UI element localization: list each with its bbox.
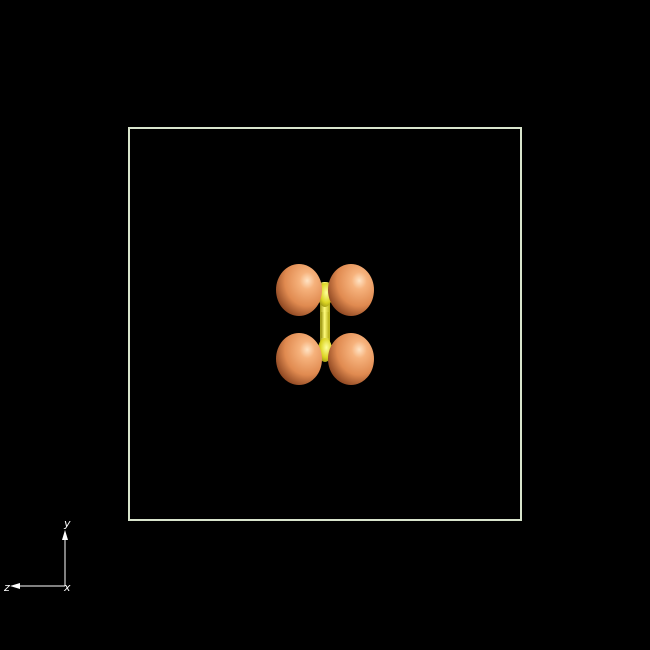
axis-label-x: x — [63, 581, 71, 594]
orbital-lobe-top-left[interactable] — [276, 264, 322, 316]
orbital-lobe-top-right[interactable] — [328, 264, 374, 316]
axis-label-z: z — [3, 581, 10, 594]
orbital-lobe-bottom-left[interactable] — [276, 333, 322, 385]
molecule[interactable] — [276, 264, 374, 385]
orbital-lobe-bottom-right[interactable] — [328, 333, 374, 385]
unit-cell-box — [128, 127, 522, 521]
bond-middle-segment — [321, 312, 329, 338]
axis-label-y: y — [63, 517, 71, 530]
axis-triad: y z x — [3, 517, 71, 594]
